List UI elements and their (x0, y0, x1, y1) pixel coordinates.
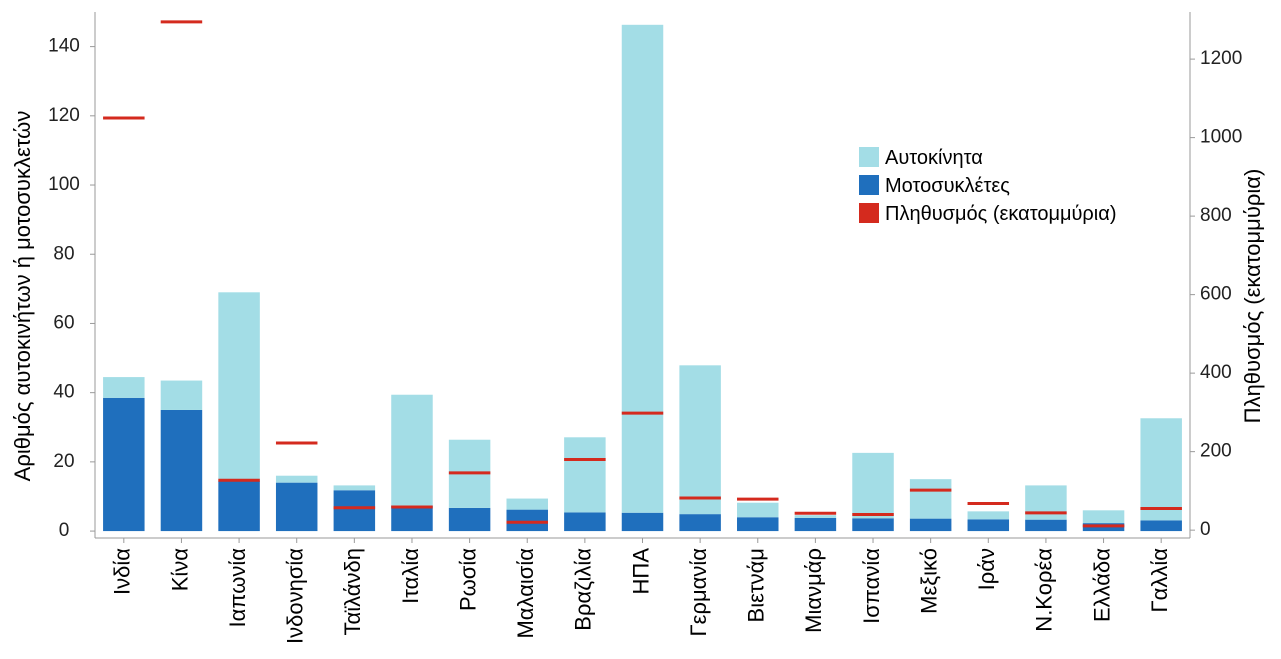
bar-motorcycles (103, 397, 145, 532)
left-tick-label: 140 (48, 36, 80, 57)
bar-motorcycles (333, 490, 376, 532)
legend-swatch-cars (859, 147, 879, 167)
right-tick-label: 800 (1200, 205, 1232, 226)
bar-motorcycles (794, 517, 837, 532)
bar-motorcycles (1025, 519, 1067, 532)
bar-motorcycles (679, 514, 721, 532)
category-label: Μιανμάρ (801, 548, 826, 633)
bar-cars (737, 502, 779, 518)
bar-motorcycles (564, 512, 606, 532)
category-label: Κίνα (167, 548, 192, 592)
category-label: Ρωσία (455, 548, 480, 611)
bar-motorcycles (506, 509, 548, 532)
right-tick-label: 1200 (1200, 48, 1242, 69)
bar-cars (218, 292, 260, 481)
population-marker-layer (103, 20, 1182, 528)
bar-cars (1082, 510, 1125, 524)
bar-cars (967, 511, 1010, 520)
bar-motorcycles (737, 517, 779, 532)
bar-cars (506, 498, 548, 510)
category-label: Ιράν (974, 548, 999, 590)
legend-swatch-population (859, 203, 879, 223)
category-label: Ελλάδα (1089, 548, 1114, 622)
bar-motorcycles (218, 480, 260, 532)
right-axis-title: Πληθυσμός (εκατομμύρια) (1240, 169, 1265, 424)
bar-motorcycles (160, 409, 203, 532)
bar-cars (333, 485, 376, 491)
bar-motorcycles (448, 507, 491, 532)
category-label: Ιαπωνία (225, 548, 250, 628)
category-label: Ιταλία (398, 548, 423, 604)
category-label: Ν.Κορέα (1032, 548, 1057, 632)
legend-label-cars: Αυτοκίνητα (885, 147, 983, 169)
bar-motorcycles (909, 518, 952, 532)
bar-motorcycles (967, 519, 1010, 532)
bar-cars (852, 452, 894, 519)
category-label: Ινδονησία (283, 548, 308, 644)
right-tick-label: 600 (1200, 284, 1232, 305)
bar-cars (621, 24, 664, 513)
category-label: ΗΠΑ (628, 548, 653, 595)
left-axis-title: Αριθμός αυτοκινήτων ή μοτοσυκλετών (10, 111, 35, 482)
bar-cars (160, 380, 203, 410)
right-tick-label: 200 (1200, 441, 1232, 462)
left-y-tick-labels: 0 20 40 60 80 100 120 140 (48, 36, 95, 541)
bar-motorcycles (1140, 520, 1182, 532)
bar-cars (391, 394, 433, 506)
category-label: Ισπανία (859, 548, 884, 624)
category-label: Γερμανία (686, 548, 711, 637)
left-tick-label: 60 (53, 312, 74, 333)
right-tick-label: 1000 (1200, 127, 1242, 148)
category-label: Βραζιλία (571, 548, 596, 631)
left-tick-label: 100 (48, 174, 80, 195)
category-label: Ταϊλάνδη (340, 548, 365, 636)
bar-cars (275, 475, 318, 483)
right-tick-label: 400 (1200, 362, 1232, 383)
bar-cars (1140, 418, 1182, 521)
bar-motorcycles (391, 505, 433, 532)
legend-label-population: Πληθυσμός (εκατομμύρια) (885, 203, 1116, 225)
bar-cars (679, 365, 721, 515)
bar-cars (564, 437, 606, 513)
category-label: Βιετνάμ (744, 548, 769, 622)
bar-layer (103, 24, 1182, 532)
bar-motorcycles (275, 482, 318, 532)
legend-swatch-motorcycles (859, 175, 879, 195)
bar-cars (909, 479, 952, 519)
bar-cars (1025, 485, 1067, 520)
left-tick-label: 80 (53, 243, 74, 264)
category-label: Ινδία (110, 548, 135, 595)
legend-label-motorcycles: Μοτοσυκλέτες (885, 175, 1010, 197)
category-label: Μεξικό (916, 548, 941, 614)
bar-cars (794, 515, 837, 518)
category-labels: Ινδία Κίνα Ιαπωνία Ινδονησία Ταϊλάνδη Ιταλία Ρ… (110, 538, 1172, 644)
left-tick-label: 0 (59, 520, 70, 541)
right-tick-label: 0 (1200, 519, 1211, 540)
bar-cars (103, 377, 145, 398)
category-label: Μαλαισία (513, 548, 538, 639)
bar-motorcycles (621, 512, 664, 532)
left-tick-label: 120 (48, 105, 80, 126)
right-y-tick-labels: 0 200 400 600 800 1000 1200 (1190, 48, 1242, 540)
legend: Αυτοκίνητα Μοτοσυκλέτες Πληθυσμός (εκατο… (859, 147, 1116, 225)
left-tick-label: 20 (53, 451, 74, 472)
left-tick-label: 40 (53, 382, 74, 403)
bar-motorcycles (852, 518, 894, 532)
category-label: Γαλλία (1147, 548, 1172, 613)
